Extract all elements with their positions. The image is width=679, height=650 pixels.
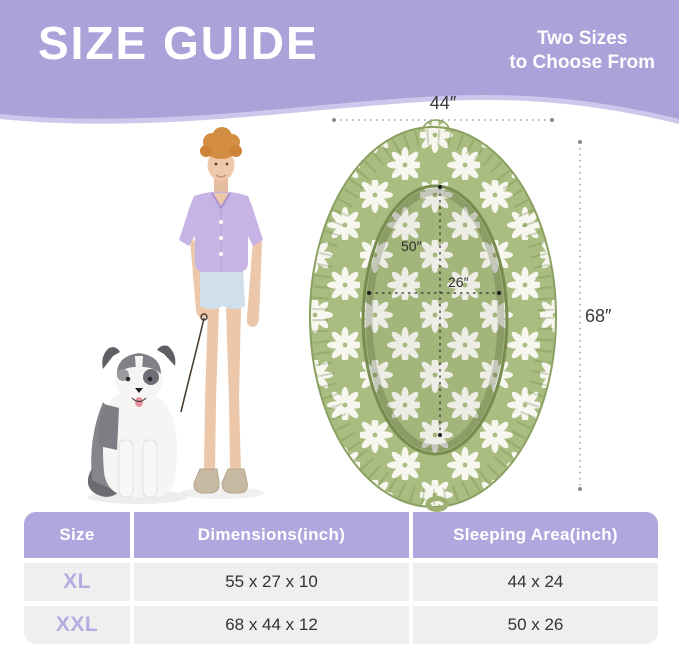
label-sleeping-width: 26″ bbox=[448, 274, 469, 290]
dimension-line-width-top bbox=[332, 118, 554, 122]
column-header-dimensions: Dimensions(inch) bbox=[134, 512, 409, 558]
header-subtitle-line1: Two Sizes bbox=[536, 28, 628, 49]
header-wave bbox=[0, 0, 679, 124]
table-row-xxl-sleeping-area: 50 x 26 bbox=[413, 606, 658, 644]
label-overall-length: 68″ bbox=[585, 306, 612, 326]
dog-leash bbox=[180, 317, 205, 413]
table-row-xl-dimensions: 55 x 27 x 10 bbox=[134, 563, 409, 601]
table-row-xl-size: XL bbox=[24, 563, 130, 601]
dog-illustration bbox=[87, 345, 178, 498]
header-subtitle: Two Sizes to Choose From bbox=[509, 27, 655, 76]
size-table: Size Dimensions(inch) Sleeping Area(inch… bbox=[24, 512, 658, 644]
woman-shadow bbox=[180, 487, 264, 499]
bed-bottom-loop bbox=[425, 496, 449, 512]
label-overall-width: 44″ bbox=[429, 93, 457, 113]
bed-illustration bbox=[309, 119, 557, 512]
page-title: SIZE GUIDE bbox=[38, 17, 319, 69]
column-header-sleeping-area: Sleeping Area(inch) bbox=[413, 512, 658, 558]
label-sleeping-length: 50″ bbox=[401, 238, 422, 254]
dimension-line-length-right bbox=[578, 140, 582, 491]
table-row-xl-sleeping-area: 44 x 24 bbox=[413, 563, 658, 601]
header-subtitle-line2: to Choose From bbox=[509, 52, 655, 74]
table-row-xxl-size: XXL bbox=[24, 606, 130, 644]
woman-illustration bbox=[179, 127, 263, 494]
dimension-line-sleeping-length bbox=[438, 185, 442, 437]
table-row-xxl-dimensions: 68 x 44 x 12 bbox=[134, 606, 409, 644]
dimension-lines bbox=[332, 118, 582, 491]
column-header-size: Size bbox=[24, 512, 130, 558]
dimension-line-sleeping-width bbox=[367, 291, 501, 295]
